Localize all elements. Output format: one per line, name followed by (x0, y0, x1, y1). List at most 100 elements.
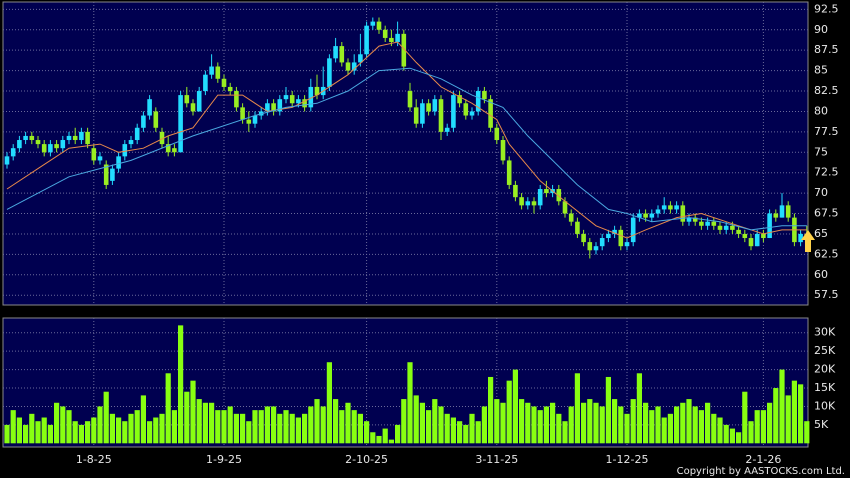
candle-body (178, 95, 183, 153)
volume-bar (116, 417, 122, 444)
x-tick-label: 1-9-25 (206, 453, 242, 466)
volume-bar (748, 421, 754, 444)
candle-body (674, 205, 679, 210)
candle-body (723, 225, 729, 230)
volume-bar (413, 395, 419, 444)
volume-bar (729, 428, 735, 444)
volume-bar (91, 417, 97, 444)
candle-body (457, 95, 462, 104)
volume-bar (568, 406, 574, 444)
candle-body (215, 66, 221, 79)
volume-bar (804, 421, 810, 444)
volume-bar (35, 421, 41, 444)
y-tick-label: 60 (814, 268, 828, 281)
x-tick-label: 3-11-25 (475, 453, 518, 466)
volume-bar (698, 410, 704, 444)
current-arrow (801, 230, 815, 252)
candle-body (364, 25, 369, 55)
y-tick-label: 62.5 (814, 247, 839, 260)
volume-bar (159, 413, 165, 444)
volume-bar (605, 376, 611, 444)
candle-body (29, 135, 35, 141)
volume-bar (760, 410, 766, 444)
candle-body (463, 103, 469, 116)
candle-body (730, 225, 735, 230)
volume-bar (382, 428, 388, 444)
volume-bar (581, 402, 587, 444)
volume-bar (779, 369, 785, 444)
candle-body (581, 233, 586, 243)
y-tick-label: 10K (814, 399, 836, 412)
candle-body (333, 46, 338, 59)
y-tick-label: 72.5 (814, 166, 839, 179)
candle-body (327, 58, 332, 87)
candle-body (612, 229, 617, 234)
volume-bar (302, 413, 308, 444)
y-tick-label: 5K (814, 418, 829, 431)
candle-body (668, 205, 673, 210)
volume-bar (407, 362, 413, 444)
volume-bar (791, 380, 797, 444)
volume-bar (78, 424, 84, 444)
candle-body (23, 135, 28, 141)
volume-bar (60, 406, 66, 444)
volume-bar (240, 413, 246, 444)
candle-body (519, 197, 524, 206)
volume-bar (419, 402, 425, 444)
candle-body (172, 148, 177, 153)
volume-bar (618, 406, 624, 444)
candle-body (482, 91, 487, 100)
volume-bar (85, 421, 91, 444)
candle-body (339, 46, 345, 63)
volume-bar (674, 406, 680, 444)
volume-bar (717, 417, 723, 444)
candle-body (705, 221, 710, 226)
candle-body (513, 184, 518, 198)
candle-body (488, 99, 493, 128)
candle-body (773, 213, 779, 218)
candle-body (451, 95, 456, 128)
volume-bar (271, 406, 277, 444)
candle-body (413, 107, 419, 124)
candle-body (302, 99, 307, 108)
volume-bar (134, 410, 140, 444)
volume-bar (140, 395, 146, 444)
candle-body (475, 91, 481, 112)
volume-bar (562, 421, 568, 444)
candle-body (692, 217, 698, 222)
volume-bar (41, 417, 47, 444)
candle-body (79, 131, 84, 141)
volume-bar (643, 402, 649, 444)
volume-bar (426, 410, 432, 444)
candle-body (618, 229, 624, 247)
candle-body (754, 233, 760, 247)
candle-body (680, 205, 686, 222)
volume-bar (525, 402, 531, 444)
candle-body (209, 66, 214, 75)
candle-body (35, 140, 41, 145)
candle-body (444, 127, 450, 132)
volume-bar (345, 402, 351, 444)
volume-bar (655, 406, 661, 444)
candle-body (271, 103, 276, 112)
volume-bar (667, 413, 673, 444)
volume-bar (624, 413, 630, 444)
volume-bar (209, 402, 215, 444)
candle-body (66, 135, 72, 141)
volume-bar (612, 399, 618, 444)
volume-bar (23, 424, 29, 444)
candle-body (407, 91, 413, 108)
candle-body (72, 135, 78, 141)
candle-body (41, 144, 47, 153)
candle-body (358, 54, 363, 63)
y-tick-label: 77.5 (814, 125, 839, 138)
candle-body (159, 131, 165, 145)
volume-bar (574, 373, 580, 444)
candle-body (798, 233, 803, 243)
volume-bar (66, 410, 72, 444)
plot-layer: 57.5 60 62.5 65 67.5 70 72.5 75 77.5 80 82.5 85 87.5… (3, 2, 839, 466)
volume-bar (450, 417, 456, 444)
candle-body (761, 233, 766, 239)
candle-body (196, 91, 202, 112)
x-tick-label: 1-12-25 (606, 453, 649, 466)
